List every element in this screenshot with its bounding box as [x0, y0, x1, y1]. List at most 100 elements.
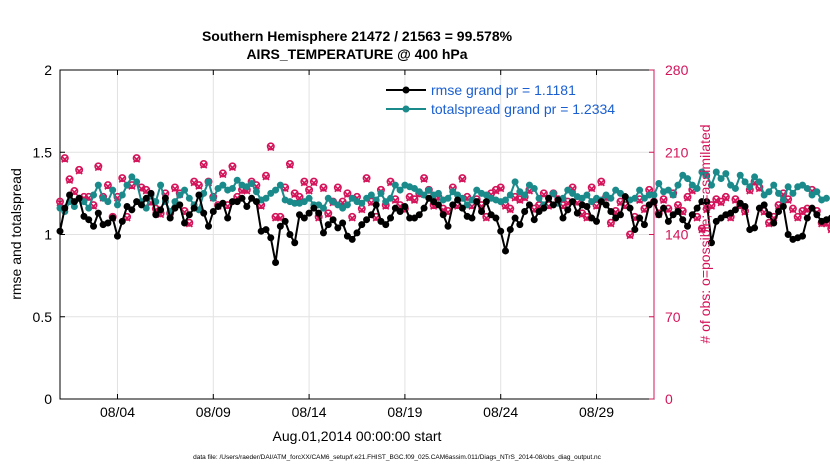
rmse-point [540, 204, 548, 212]
obs-assimilated-point [200, 161, 208, 169]
rmse-point [674, 207, 682, 215]
rmse-point [80, 212, 88, 220]
rmse-point [731, 206, 739, 214]
rmse-point [583, 203, 591, 211]
obs-assimilated-point [722, 194, 730, 202]
rmse-point [363, 216, 371, 224]
totalspread-point [712, 168, 720, 176]
rmse-point [391, 204, 399, 212]
totalspread-point [640, 194, 648, 202]
chart-subtitle: AIRS_TEMPERATURE @ 400 hPa [246, 46, 467, 62]
totalspread-point [679, 171, 687, 179]
rmse-point [770, 219, 778, 227]
obs-possible-point [587, 183, 596, 192]
totalspread-point [674, 181, 682, 189]
y-tick-label: 0 [44, 391, 52, 407]
rmse-point [727, 209, 735, 217]
totalspread-point [463, 201, 471, 209]
rmse-point [482, 198, 490, 206]
totalspread-point [636, 186, 644, 194]
rmse-point [300, 214, 308, 222]
obs-assimilated-point [291, 190, 299, 199]
totalspread-point [363, 194, 371, 202]
totalspread-point [248, 180, 256, 188]
rmse-point [358, 221, 366, 229]
totalspread-point [506, 191, 514, 199]
obs-assimilated-point [501, 202, 510, 210]
rmse-point [707, 239, 715, 247]
obs-assimilated-point [420, 175, 428, 183]
rmse-point [291, 239, 299, 247]
totalspread-point [808, 191, 816, 199]
rmse-point [118, 217, 126, 225]
rmse-point [434, 201, 442, 209]
totalspread-point [243, 183, 251, 191]
obs-possible-point [333, 183, 342, 192]
totalspread-point [157, 181, 165, 189]
obs-possible-point [721, 192, 730, 201]
rmse-point [502, 247, 509, 255]
rmse-point [209, 207, 217, 215]
rmse-point [444, 222, 452, 230]
rmse-point [478, 207, 486, 215]
totalspread-point [569, 189, 577, 197]
totalspread-point [655, 180, 663, 188]
rmse-point [128, 206, 136, 214]
obs-assimilated-point [363, 175, 371, 183]
totalspread-point [85, 204, 93, 212]
rmse-point [530, 216, 538, 224]
rmse-point [554, 196, 562, 204]
rmse-point [267, 234, 275, 242]
rmse-point [238, 194, 246, 202]
obs-possible-point [793, 212, 802, 221]
totalspread-point [751, 173, 759, 181]
totalspread-point [799, 181, 806, 189]
obs-assimilated-point [789, 206, 797, 214]
rmse-point [602, 201, 610, 209]
rmse-point [113, 232, 121, 240]
totalspread-point [113, 201, 121, 209]
totalspread-point [664, 186, 672, 194]
totalspread-point [731, 184, 739, 192]
totalspread-point [779, 196, 787, 204]
totalspread-point [760, 191, 768, 199]
totalspread-point [789, 189, 797, 197]
obs-assimilated-point [698, 226, 706, 234]
rmse-point [343, 232, 351, 240]
y-tick-label: 0.5 [33, 309, 53, 325]
obs-assimilated-point [190, 179, 198, 187]
totalspread-point [473, 186, 481, 194]
y-tick-label: 1.5 [33, 144, 53, 160]
rmse-point [387, 214, 395, 222]
y2-axis-ticks: 0 70 140 210 280 [649, 62, 689, 407]
rmse-point [650, 198, 658, 206]
obs-assimilated-point [300, 179, 308, 187]
obs-assimilated-point [597, 179, 605, 187]
totalspread-point [305, 194, 313, 202]
rmse-point [535, 207, 543, 215]
obs-assimilated-point [319, 185, 328, 193]
totalspread-point [334, 201, 342, 209]
x-tick-label: 08/04 [100, 404, 135, 420]
rmse-point [147, 189, 155, 197]
totalspread-point [109, 186, 117, 194]
obs-assimilated-point [707, 202, 716, 210]
rmse-point [70, 198, 78, 206]
x-tick-label: 08/19 [387, 404, 422, 420]
totalspread-point [717, 175, 725, 183]
totalspread-point [616, 189, 624, 197]
totalspread-point [209, 194, 217, 202]
rmse-point [410, 214, 418, 222]
totalspread-point [516, 188, 524, 196]
totalspread-point [688, 181, 696, 189]
totalspread-point [684, 175, 692, 183]
rmse-point [487, 211, 495, 219]
obs-possible-point [606, 218, 615, 227]
totalspread-point [329, 198, 337, 206]
obs-assimilated-point [660, 196, 668, 204]
obs-possible-point [420, 174, 429, 183]
totalspread-point [420, 191, 428, 199]
obs-possible-point [199, 160, 208, 169]
rmse-point [420, 204, 428, 212]
